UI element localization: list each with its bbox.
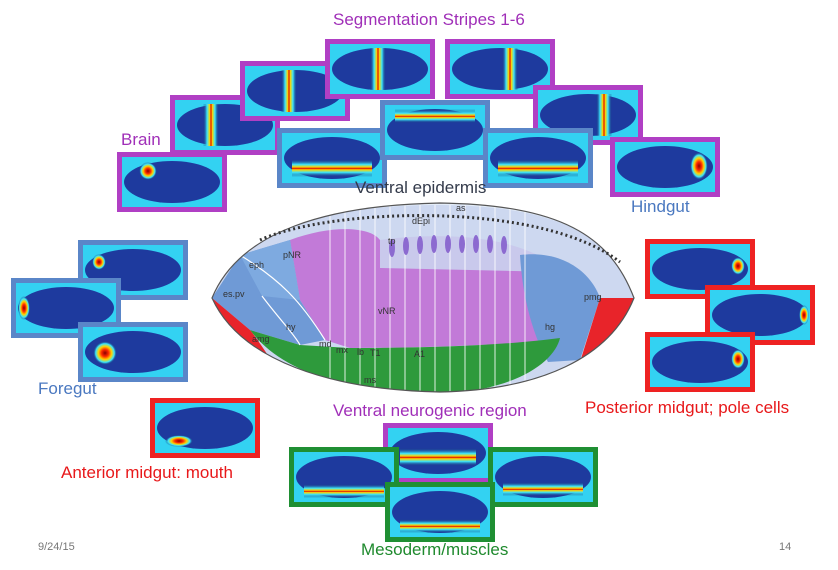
label-T1: T1 — [370, 348, 381, 358]
label-mesoderm: Mesoderm/muscles — [361, 540, 509, 559]
tile-ventral-epidermis-2 — [380, 100, 490, 160]
tile-foregut-1 — [78, 240, 188, 300]
tile-brain — [117, 152, 227, 212]
label-segmentation-stripes: Segmentation Stripes 1-6 — [333, 10, 525, 29]
footer-date: 9/24/15 — [38, 541, 75, 553]
tile-ventral-epidermis-3 — [483, 128, 593, 188]
tile-hindgut — [610, 137, 720, 197]
label-as: as — [456, 203, 466, 213]
label-mx: mx — [336, 345, 348, 355]
label-foregut: Foregut — [38, 379, 97, 398]
label-posterior-midgut: Posterior midgut; pole cells — [585, 398, 790, 417]
label-brain: Brain — [121, 130, 161, 149]
label-ventral-epidermis: Ventral epidermis — [355, 178, 487, 197]
label-lb: lb — [357, 347, 364, 357]
tile-stripe-3 — [325, 39, 435, 99]
label-hindgut: Hindgut — [631, 197, 690, 216]
label-hg: hg — [545, 322, 555, 332]
label-dEpi: dEpi — [412, 216, 430, 226]
label-pmg: pmg — [584, 292, 602, 302]
label-pNR: pNR — [283, 250, 302, 260]
tile-posterior-midgut-3 — [645, 332, 755, 392]
tile-anterior-midgut — [150, 398, 260, 458]
label-amg: amg — [252, 334, 270, 344]
tile-ventral-neurogenic — [383, 423, 493, 483]
tile-mesoderm-2 — [488, 447, 598, 507]
label-eph: eph — [249, 260, 264, 270]
label-md: md — [319, 339, 332, 349]
tile-mesoderm-1 — [289, 447, 399, 507]
label-ventral-neurogenic: Ventral neurogenic region — [333, 401, 527, 420]
label-tp: tp — [388, 236, 396, 246]
label-hy: hy — [286, 322, 296, 332]
label-A1: A1 — [414, 349, 425, 359]
tile-stripe-1 — [170, 95, 280, 155]
label-ms: ms — [364, 375, 376, 385]
label-es-pv: es.pv — [223, 289, 245, 299]
label-anterior-midgut: Anterior midgut: mouth — [61, 463, 233, 482]
footer-page-number: 14 — [779, 541, 792, 553]
tile-mesoderm-3 — [385, 482, 495, 542]
tile-ventral-epidermis-1 — [277, 128, 387, 188]
label-vNR: vNR — [378, 306, 396, 316]
embryo-fate-map: as dEpi tp pNR eph es.pv amg hy vNR md m… — [211, 202, 635, 393]
tile-foregut-3 — [78, 322, 188, 382]
